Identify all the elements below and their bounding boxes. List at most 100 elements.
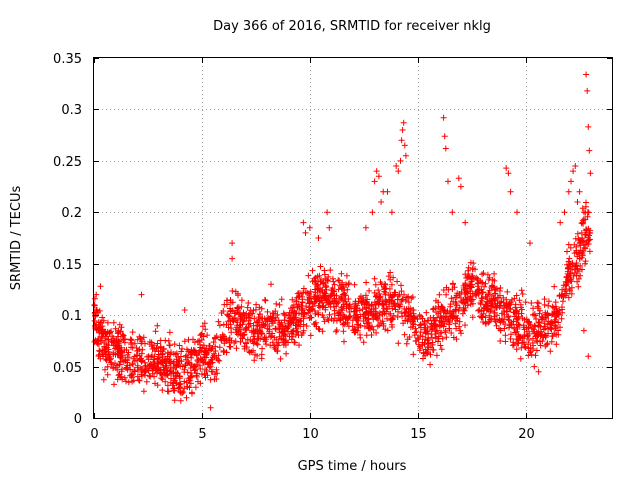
data-point xyxy=(181,338,188,345)
data-point xyxy=(528,325,535,332)
data-point xyxy=(196,337,203,344)
data-point xyxy=(443,291,450,298)
data-point xyxy=(440,114,447,121)
data-point xyxy=(317,263,324,270)
data-point xyxy=(497,338,504,344)
data-point xyxy=(256,311,263,318)
data-point xyxy=(420,349,427,356)
data-point xyxy=(378,199,385,205)
data-point xyxy=(375,287,382,294)
data-point xyxy=(532,323,539,330)
data-point xyxy=(391,300,398,307)
data-point xyxy=(507,188,514,195)
data-point xyxy=(259,345,266,352)
x-axis-label: GPS time / hours xyxy=(298,459,407,474)
data-point xyxy=(218,337,225,344)
data-point xyxy=(580,248,587,254)
data-point xyxy=(455,175,462,182)
data-point xyxy=(373,168,380,175)
data-point xyxy=(376,322,383,329)
data-point xyxy=(386,311,392,317)
data-point xyxy=(171,377,178,384)
data-point xyxy=(306,224,313,231)
data-point xyxy=(381,280,388,287)
data-point xyxy=(363,301,370,308)
data-point xyxy=(409,320,416,327)
data-point xyxy=(227,305,233,312)
data-point xyxy=(124,364,130,371)
data-point xyxy=(201,371,208,378)
data-point xyxy=(143,378,150,385)
data-point xyxy=(138,291,145,298)
data-point xyxy=(401,291,407,298)
data-point xyxy=(538,331,545,338)
data-point xyxy=(152,380,158,387)
data-point xyxy=(403,313,409,320)
data-point xyxy=(438,329,445,336)
data-point xyxy=(552,299,559,306)
data-point xyxy=(331,281,338,288)
data-point xyxy=(278,296,285,303)
data-point xyxy=(442,316,449,323)
data-point xyxy=(225,324,232,331)
data-point xyxy=(557,219,564,226)
data-point xyxy=(575,275,582,282)
data-point xyxy=(516,322,523,329)
data-point xyxy=(355,321,362,328)
data-point xyxy=(339,297,346,304)
y-tick-label: 0.25 xyxy=(53,155,82,170)
data-point xyxy=(384,327,391,334)
data-point xyxy=(198,337,205,343)
data-point xyxy=(522,299,529,306)
data-point xyxy=(502,332,509,339)
data-point xyxy=(221,301,228,308)
data-point xyxy=(440,287,447,293)
data-point xyxy=(108,338,115,345)
data-point xyxy=(116,347,123,354)
data-point xyxy=(464,296,471,303)
data-point xyxy=(287,318,294,325)
data-point xyxy=(154,355,161,362)
data-point xyxy=(520,324,527,331)
data-point xyxy=(159,376,166,383)
data-point xyxy=(511,325,518,332)
data-point xyxy=(129,360,136,367)
data-point xyxy=(187,372,194,379)
data-point xyxy=(172,373,179,380)
x-tick-label: 10 xyxy=(302,427,319,442)
data-point xyxy=(295,332,302,339)
data-point xyxy=(139,346,146,353)
data-point xyxy=(351,281,358,288)
data-point xyxy=(312,274,319,281)
data-point xyxy=(269,330,276,337)
data-point xyxy=(255,330,262,337)
data-point xyxy=(212,335,218,342)
data-point xyxy=(129,329,136,336)
data-point xyxy=(568,284,575,291)
data-point xyxy=(518,287,525,294)
chart-title: Day 366 of 2016, SRMTID for receiver nkl… xyxy=(213,19,491,34)
data-point xyxy=(255,314,262,321)
data-point xyxy=(422,346,429,353)
data-point xyxy=(292,339,298,346)
data-point xyxy=(311,286,318,293)
data-point xyxy=(252,306,259,313)
data-point xyxy=(381,305,387,312)
data-point xyxy=(125,379,132,386)
data-point xyxy=(379,318,386,325)
data-point xyxy=(405,299,412,306)
data-point xyxy=(449,209,456,216)
data-point xyxy=(149,352,155,359)
data-point xyxy=(176,357,183,364)
data-point xyxy=(268,281,274,288)
data-point xyxy=(134,364,141,371)
data-point xyxy=(401,142,408,149)
data-point xyxy=(300,289,307,296)
data-point xyxy=(453,325,460,332)
data-point xyxy=(564,279,571,286)
data-point xyxy=(177,380,184,387)
data-point xyxy=(91,338,98,345)
data-point xyxy=(176,381,183,388)
data-point xyxy=(377,293,384,300)
data-point xyxy=(192,384,199,391)
